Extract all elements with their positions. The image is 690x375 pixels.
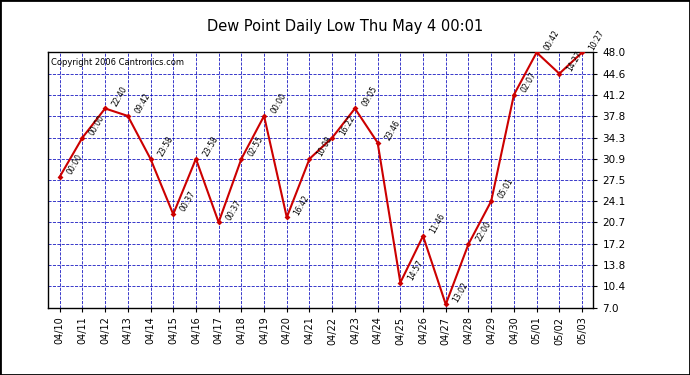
Text: 22:40: 22:40 (110, 84, 129, 108)
Text: 11:46: 11:46 (428, 212, 447, 235)
Text: 00:42: 00:42 (542, 28, 561, 52)
Text: 23:58: 23:58 (201, 135, 220, 158)
Text: 10:27: 10:27 (588, 28, 607, 52)
Text: Dew Point Daily Low Thu May 4 00:01: Dew Point Daily Low Thu May 4 00:01 (207, 19, 483, 34)
Text: 00:37: 00:37 (224, 198, 243, 222)
Text: 16:22: 16:22 (338, 114, 356, 137)
Text: 10:08: 10:08 (315, 135, 334, 158)
Text: 16:42: 16:42 (293, 193, 311, 216)
Text: 00:00: 00:00 (270, 92, 288, 115)
Text: 02:55: 02:55 (247, 135, 266, 158)
Text: 14:57: 14:57 (406, 258, 424, 282)
Text: 02:07: 02:07 (520, 70, 538, 94)
Text: Copyright 2006 Cantronics.com: Copyright 2006 Cantronics.com (51, 58, 184, 67)
Text: 00:00: 00:00 (88, 113, 107, 137)
Text: 23:58: 23:58 (156, 135, 175, 158)
Text: 00:00: 00:00 (66, 153, 84, 176)
Text: 23:46: 23:46 (383, 118, 402, 142)
Text: 22:00: 22:00 (474, 220, 493, 243)
Text: 09:05: 09:05 (360, 84, 380, 108)
Text: 09:42: 09:42 (133, 92, 152, 115)
Text: 14:27: 14:27 (565, 50, 584, 73)
Text: 05:01: 05:01 (497, 177, 515, 200)
Text: 00:37: 00:37 (179, 190, 197, 213)
Text: 13:02: 13:02 (451, 280, 470, 304)
